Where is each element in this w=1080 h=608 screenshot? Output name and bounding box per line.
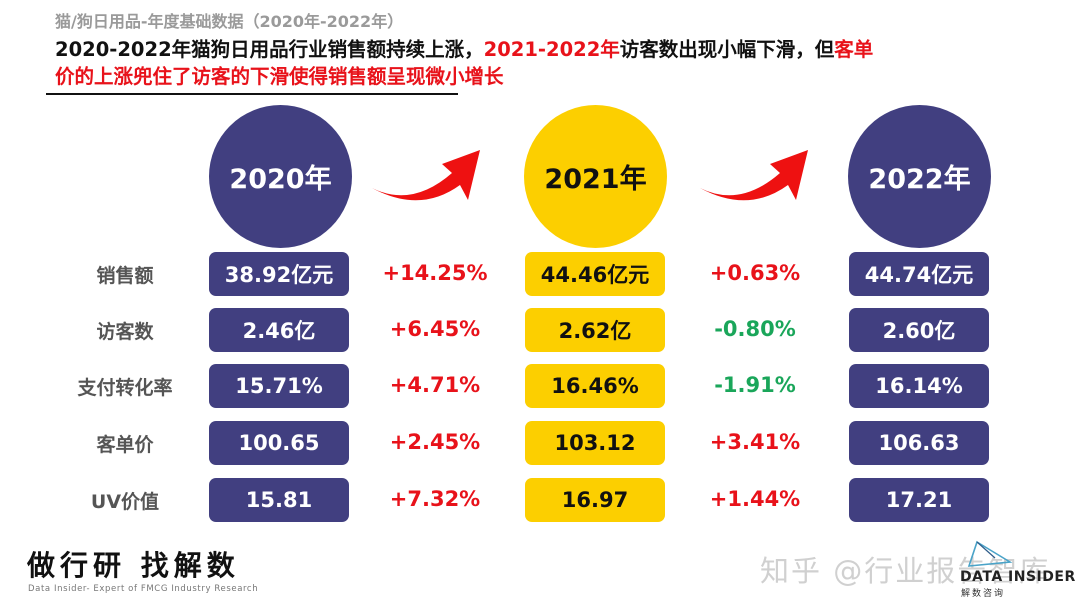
metric-label: 销售额 [96,265,154,287]
headline-underline [46,93,458,95]
value-box-2020: 38.92亿元 [209,252,349,296]
value-box-2022: 16.14% [849,364,989,408]
change-2021-2022: -1.91% [714,373,796,397]
value-box-2020: 15.81 [209,478,349,522]
value-box-2020: 100.65 [209,421,349,465]
metric-label: 支付转化率 [77,377,173,399]
change-2020-2021: +2.45% [389,430,481,454]
value-box-2020: 2.46亿 [209,308,349,352]
change-2021-2022: +3.41% [709,430,801,454]
headline: 2020-2022年猫狗日用品行业销售额持续上涨，2021-2022年访客数出现… [55,36,1055,90]
page-subtitle: 猫/狗日用品-年度基础数据（2020年-2022年） [55,12,404,31]
headline-line-1: 2020-2022年猫狗日用品行业销售额持续上涨，2021-2022年访客数出现… [55,36,1055,63]
metric-label: 客单价 [96,434,154,456]
change-2020-2021: +14.25% [382,261,488,285]
logo-name: DATA INSIDER [960,569,1076,585]
value-box-2022: 2.60亿 [849,308,989,352]
headline-part: 访客数出现小幅下滑，但 [619,38,835,61]
curved-arrow-icon [700,150,808,201]
value-box-2021: 2.62亿 [525,308,665,352]
watermark: 知乎 @行业报告智库 [760,554,1051,588]
value-box-2021: 16.46% [525,364,665,408]
change-2020-2021: +6.45% [389,317,481,341]
value-box-2022: 44.74亿元 [849,252,989,296]
year-circle-2020: 2020年 [209,105,352,248]
value-box-2022: 17.21 [849,478,989,522]
value-box-2021: 44.46亿元 [525,252,665,296]
curved-arrow-icon [372,150,480,201]
value-box-2021: 16.97 [525,478,665,522]
headline-part-highlight: 客单 [834,38,874,61]
year-circle-2022: 2022年 [848,105,991,248]
logo-triangle-icon [967,540,1013,567]
logo-chinese-name: 解数咨询 [961,589,1006,599]
value-box-2020: 15.71% [209,364,349,408]
value-box-2021: 103.12 [525,421,665,465]
headline-line-2: 价的上涨兜住了访客的下滑使得销售额呈现微小增长 [55,65,504,88]
change-2020-2021: +7.32% [389,487,481,511]
metric-label: UV价值 [90,491,160,513]
slogan: 做行研 找解数 [27,549,240,582]
value-box-2022: 106.63 [849,421,989,465]
change-2020-2021: +4.71% [389,373,481,397]
change-2021-2022: +1.44% [709,487,801,511]
change-2021-2022: +0.63% [709,261,801,285]
year-circle-2021: 2021年 [524,105,667,248]
change-2021-2022: -0.80% [714,317,796,341]
data-insider-logo: DATA INSIDER 解数咨询 [955,540,1075,600]
metric-label: 访客数 [96,321,154,343]
headline-part-highlight: 2021-2022年 [483,38,620,61]
headline-part: 2020-2022年猫狗日用品行业销售额持续上涨， [55,38,484,61]
slogan-subtitle: Data Insider- Expert of FMCG Industry Re… [28,584,259,594]
